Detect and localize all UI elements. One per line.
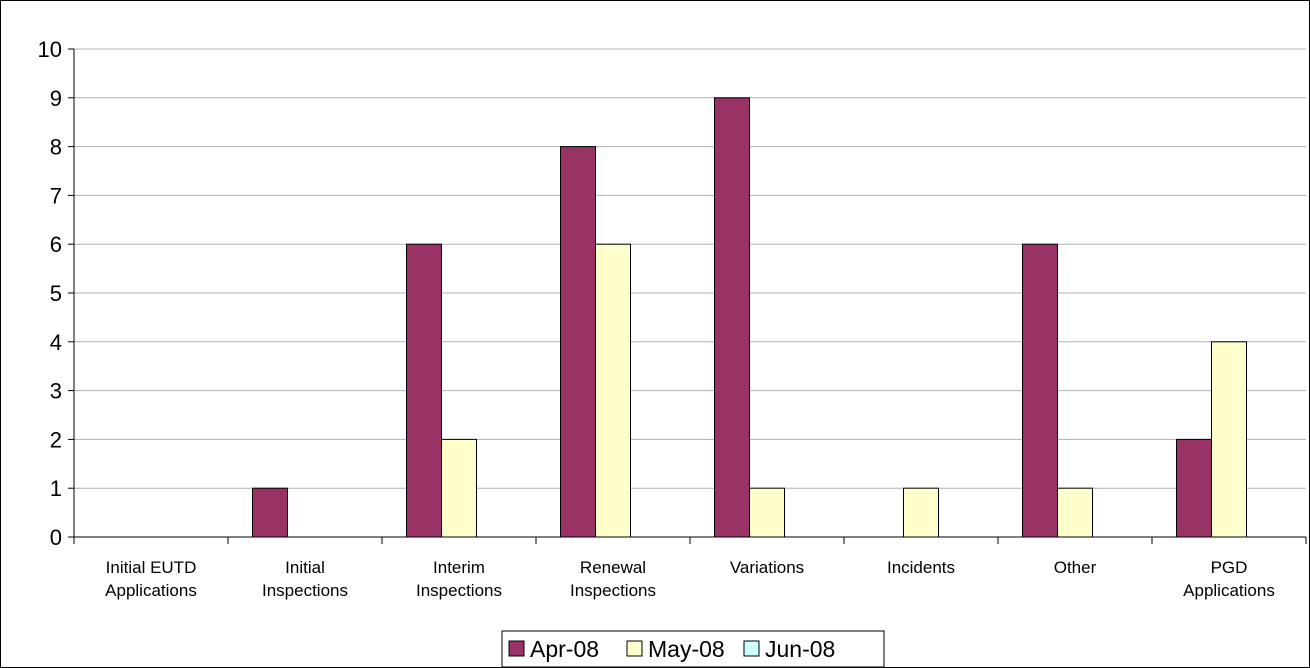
x-tick-label: Variations bbox=[730, 558, 804, 577]
y-tick-label: 2 bbox=[50, 427, 62, 452]
legend-swatch-jun-08 bbox=[743, 640, 760, 657]
bar-apr-08-6 bbox=[1022, 243, 1058, 538]
x-tick-label: Applications bbox=[105, 581, 197, 600]
x-tick-label: Initial bbox=[285, 558, 325, 577]
x-tick-label: Interim bbox=[433, 558, 485, 577]
x-tick-label: Other bbox=[1054, 558, 1097, 577]
y-tick-label: 4 bbox=[50, 330, 62, 355]
legend-label-apr-08: Apr-08 bbox=[530, 636, 599, 662]
legend-swatch-may-08 bbox=[626, 640, 643, 657]
bar-apr-08-2 bbox=[406, 243, 442, 538]
bar-may-08-4 bbox=[749, 487, 785, 538]
y-tick-label: 0 bbox=[50, 525, 62, 550]
x-tick-label: Applications bbox=[1183, 581, 1275, 600]
x-tick-label: Inspections bbox=[416, 581, 502, 600]
x-tick-label: Renewal bbox=[580, 558, 646, 577]
bar-apr-08-3 bbox=[560, 146, 596, 538]
x-tick-label: PGD bbox=[1211, 558, 1248, 577]
bar-apr-08-1 bbox=[252, 487, 288, 538]
y-tick-label: 8 bbox=[50, 135, 62, 160]
y-tick-label: 5 bbox=[50, 281, 62, 306]
y-tick-label: 3 bbox=[50, 379, 62, 404]
y-tick-label: 6 bbox=[50, 232, 62, 257]
bars bbox=[252, 97, 1247, 538]
y-tick-label: 1 bbox=[50, 476, 62, 501]
bar-may-08-6 bbox=[1057, 487, 1093, 538]
legend-swatch-apr-08 bbox=[508, 640, 525, 657]
gridlines bbox=[74, 48, 1306, 489]
legend-label-may-08: May-08 bbox=[648, 636, 725, 662]
y-tick-label: 9 bbox=[50, 86, 62, 111]
y-tick-label: 7 bbox=[50, 183, 62, 208]
legend-box bbox=[501, 630, 885, 668]
x-tick-label: Incidents bbox=[887, 558, 955, 577]
bar-may-08-2 bbox=[441, 438, 477, 538]
legend-label-jun-08: Jun-08 bbox=[765, 636, 835, 662]
bar-may-08-7 bbox=[1211, 341, 1247, 538]
x-tick-label: Inspections bbox=[570, 581, 656, 600]
bar-apr-08-7 bbox=[1176, 438, 1212, 538]
bar-may-08-5 bbox=[903, 487, 939, 538]
tick-labels: 0 1 2 3 4 5 6 7 8 9 10 Initial EUTD Applications Init… bbox=[38, 37, 1275, 600]
y-tick-label: 10 bbox=[38, 37, 62, 62]
bar-apr-08-4 bbox=[714, 97, 750, 538]
bar-may-08-3 bbox=[595, 243, 631, 538]
x-tick-label: Initial EUTD bbox=[106, 558, 197, 577]
x-tick-label: Inspections bbox=[262, 581, 348, 600]
legend: Apr-08 May-08 Jun-08 bbox=[501, 630, 885, 668]
